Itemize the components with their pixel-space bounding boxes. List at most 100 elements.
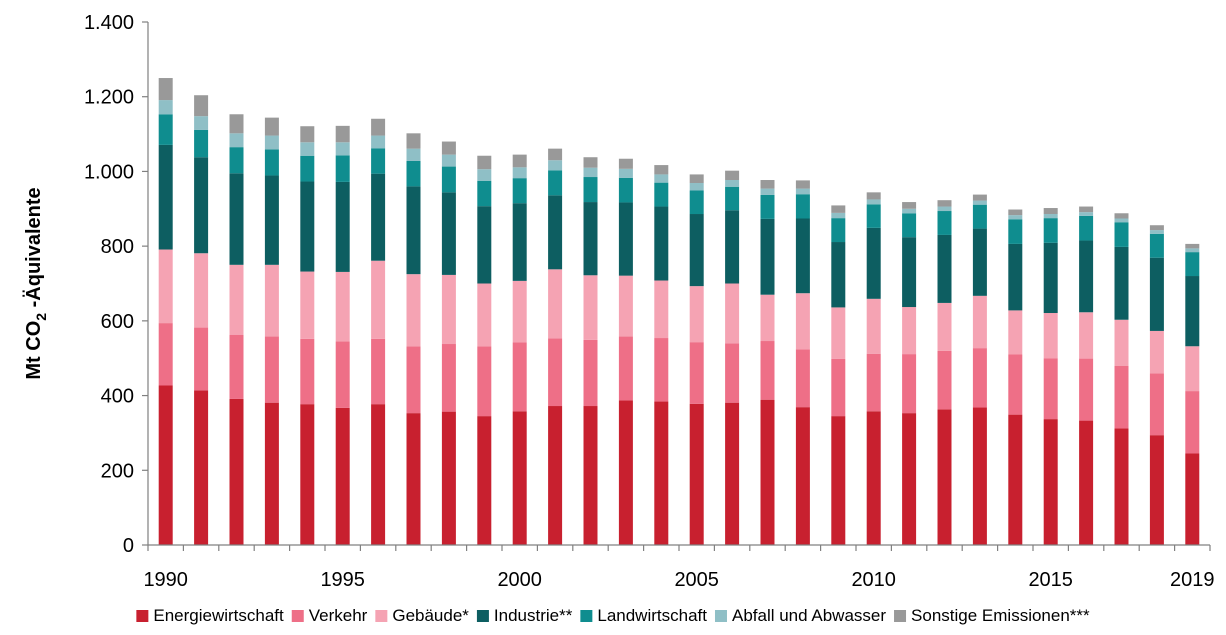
bar-segment-2004-4 bbox=[654, 182, 669, 207]
bar-segment-2001-2 bbox=[548, 269, 563, 339]
bar-segment-2001-4 bbox=[548, 170, 563, 196]
legend-swatch bbox=[136, 610, 149, 622]
bar-segment-1993-0 bbox=[264, 402, 279, 545]
bar-segment-2017-6 bbox=[1114, 213, 1129, 219]
bar-segment-2007-2 bbox=[760, 294, 775, 342]
bar-segment-2011-4 bbox=[902, 213, 917, 238]
bar-segment-2018-1 bbox=[1149, 373, 1164, 436]
bar-segment-1997-5 bbox=[406, 148, 421, 161]
bar-segment-2005-2 bbox=[689, 286, 704, 343]
bar-segment-2009-2 bbox=[831, 307, 846, 359]
bar-segment-2005-1 bbox=[689, 342, 704, 404]
legend-swatch bbox=[476, 610, 489, 622]
bar-segment-2017-5 bbox=[1114, 218, 1129, 223]
bar-segment-2011-3 bbox=[902, 237, 917, 308]
bar-segment-2007-4 bbox=[760, 194, 775, 219]
bar-segment-2000-3 bbox=[512, 203, 527, 281]
bar-segment-2012-3 bbox=[937, 234, 952, 303]
bar-segment-1995-6 bbox=[335, 125, 350, 143]
legend-label: Sonstige Emissionen*** bbox=[911, 606, 1090, 625]
bar-segment-2017-0 bbox=[1114, 428, 1129, 545]
bar-segment-2006-1 bbox=[725, 343, 740, 403]
x-tick-label: 2010 bbox=[851, 569, 896, 591]
bar-segment-1997-4 bbox=[406, 160, 421, 187]
x-tick-label: 1995 bbox=[320, 569, 365, 591]
bar-segment-2002-0 bbox=[583, 406, 598, 545]
bar-segment-2009-0 bbox=[831, 416, 846, 545]
bar-segment-1997-6 bbox=[406, 133, 421, 149]
x-tick-label: 2000 bbox=[497, 569, 542, 591]
bar-segment-1994-6 bbox=[300, 126, 315, 143]
bar-segment-2003-4 bbox=[618, 177, 633, 203]
bar-segment-1999-2 bbox=[477, 283, 492, 347]
bar-segment-1990-4 bbox=[158, 114, 173, 145]
bar-segment-1992-3 bbox=[229, 173, 244, 265]
bar-segment-2014-4 bbox=[1008, 219, 1023, 244]
bar-segment-2005-4 bbox=[689, 190, 704, 215]
bar-segment-2005-6 bbox=[689, 174, 704, 184]
bar-segment-1994-4 bbox=[300, 155, 315, 182]
bar-segment-2008-5 bbox=[795, 188, 810, 195]
bar-segment-1993-6 bbox=[264, 117, 279, 136]
bar-segment-2009-1 bbox=[831, 358, 846, 417]
bar-segment-2004-5 bbox=[654, 174, 669, 183]
bar-segment-2013-5 bbox=[972, 200, 987, 205]
bar-segment-1998-2 bbox=[441, 274, 456, 345]
bar-segment-2001-3 bbox=[548, 195, 563, 270]
bar-segment-2015-5 bbox=[1043, 214, 1058, 219]
bar-segment-1994-5 bbox=[300, 142, 315, 156]
bar-segment-2015-0 bbox=[1043, 419, 1058, 545]
bar-segment-2005-0 bbox=[689, 403, 704, 545]
bar-segment-2006-4 bbox=[725, 186, 740, 211]
bar-segment-1994-3 bbox=[300, 181, 315, 272]
bar-segment-2008-2 bbox=[795, 293, 810, 350]
legend: Energiewirtschaft Verkehr Gebäude* Industri… bbox=[136, 606, 1090, 625]
bar-segment-2006-5 bbox=[725, 180, 740, 187]
bar-segment-1995-3 bbox=[335, 181, 350, 272]
bar-segment-1999-0 bbox=[477, 416, 492, 545]
y-axis-label: Mt CO2 -Äquivalente bbox=[22, 187, 49, 379]
legend-label: Industrie** bbox=[494, 606, 573, 625]
y-tick-label: 0 bbox=[123, 535, 134, 557]
bar-segment-1999-6 bbox=[477, 155, 492, 170]
axes-group: 0 200 400 600 800 1.000 1.200 1.400 1990 1995 2000… bbox=[84, 12, 1215, 591]
legend-label: Landwirtschaft bbox=[597, 606, 707, 625]
bar-segment-2000-1 bbox=[512, 342, 527, 412]
bar-segment-2012-2 bbox=[937, 302, 952, 351]
bar-segment-2018-5 bbox=[1149, 230, 1164, 234]
bar-segment-2013-3 bbox=[972, 228, 987, 296]
bar-segment-2012-4 bbox=[937, 211, 952, 235]
bar-segment-1998-1 bbox=[441, 344, 456, 412]
bar-segment-1990-5 bbox=[158, 100, 173, 115]
bar-segment-1990-2 bbox=[158, 249, 173, 324]
legend-swatch bbox=[580, 610, 593, 622]
bar-segment-2018-4 bbox=[1149, 233, 1164, 258]
bar-segment-1992-5 bbox=[229, 133, 244, 148]
bar-segment-1996-1 bbox=[371, 338, 386, 405]
bar-segment-2001-1 bbox=[548, 338, 563, 407]
bar-segment-2015-6 bbox=[1043, 208, 1058, 215]
bar-segment-1998-0 bbox=[441, 411, 456, 545]
bar-segment-1991-6 bbox=[194, 95, 209, 117]
bar-segment-2006-6 bbox=[725, 170, 740, 181]
bar-segment-1995-1 bbox=[335, 341, 350, 408]
x-tick-label: 1990 bbox=[143, 569, 188, 591]
bar-segment-2010-2 bbox=[866, 298, 881, 354]
bar-segment-2000-0 bbox=[512, 411, 527, 545]
bar-segment-2013-1 bbox=[972, 348, 987, 408]
bar-segment-2002-6 bbox=[583, 157, 598, 168]
bar-segment-2003-2 bbox=[618, 275, 633, 337]
y-tick-label: 600 bbox=[101, 311, 134, 333]
legend-label: Abfall und Abwasser bbox=[732, 606, 886, 625]
bar-segment-1991-2 bbox=[194, 253, 209, 328]
bar-segment-1992-4 bbox=[229, 147, 244, 174]
bar-segment-1991-1 bbox=[194, 327, 209, 391]
bar-segment-2009-5 bbox=[831, 212, 846, 219]
bar-segment-2019-4 bbox=[1185, 252, 1200, 277]
bar-segment-2013-2 bbox=[972, 295, 987, 349]
bar-segment-2015-2 bbox=[1043, 313, 1058, 359]
bar-segment-1999-5 bbox=[477, 169, 492, 181]
bar-segment-2019-0 bbox=[1185, 453, 1200, 545]
bars-group bbox=[158, 78, 1200, 545]
